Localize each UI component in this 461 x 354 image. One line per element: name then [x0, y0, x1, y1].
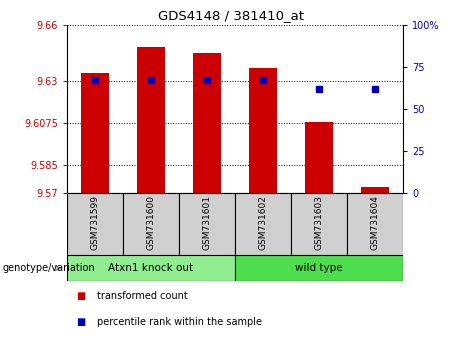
Text: Atxn1 knock out: Atxn1 knock out: [108, 263, 194, 273]
Text: GDS4148 / 381410_at: GDS4148 / 381410_at: [158, 9, 303, 22]
Bar: [249, 68, 277, 193]
Text: ■: ■: [76, 317, 85, 327]
Text: GSM731601: GSM731601: [202, 195, 212, 250]
Text: genotype/variation: genotype/variation: [2, 263, 95, 273]
Bar: [67, 193, 123, 255]
Bar: [291, 193, 347, 255]
Text: ■: ■: [76, 291, 85, 301]
Bar: [361, 187, 390, 193]
Text: GSM731604: GSM731604: [371, 195, 380, 250]
Bar: [123, 193, 179, 255]
Bar: [235, 193, 291, 255]
Text: GSM731599: GSM731599: [90, 195, 100, 250]
Bar: [179, 193, 235, 255]
Bar: [347, 193, 403, 255]
Text: GSM731600: GSM731600: [147, 195, 155, 250]
Text: GSM731602: GSM731602: [259, 195, 268, 250]
Text: wild type: wild type: [296, 263, 343, 273]
Bar: [81, 73, 109, 193]
Bar: [235, 255, 403, 281]
Bar: [137, 47, 165, 193]
Text: GSM731603: GSM731603: [315, 195, 324, 250]
Text: transformed count: transformed count: [97, 291, 188, 301]
Bar: [67, 255, 235, 281]
Bar: [305, 122, 333, 193]
Text: percentile rank within the sample: percentile rank within the sample: [97, 317, 262, 327]
Bar: [193, 53, 221, 193]
